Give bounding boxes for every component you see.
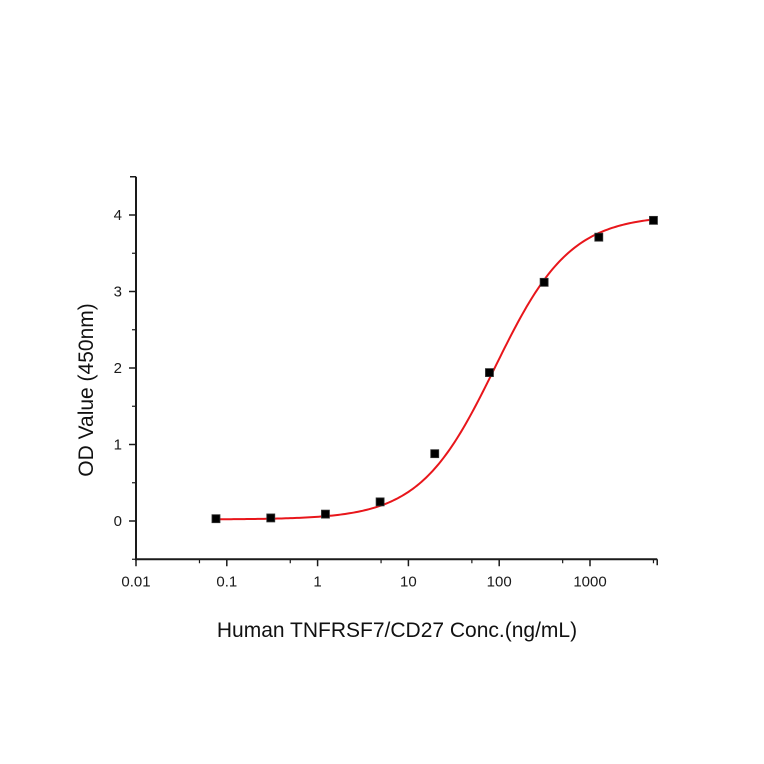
x-tick-label: 1 (313, 573, 321, 590)
x-tick-label: 0.01 (121, 573, 150, 590)
y-tick-label: 0 (114, 513, 122, 530)
y-axis: 0 1 2 3 4 (114, 176, 137, 561)
y-tick-label: 4 (114, 207, 122, 224)
x-axis-title: Human TNFRSF7/CD27 Conc.(ng/mL) (217, 619, 577, 642)
data-point-marker (539, 277, 549, 287)
y-tick-label: 1 (114, 437, 122, 454)
data-point-marker (485, 368, 494, 377)
y-tick-label: 3 (114, 284, 122, 301)
x-tick-label: 1000 (573, 573, 606, 590)
x-axis: 0.01 0.1 1 10 100 1000 (121, 558, 658, 590)
data-point-marker (594, 232, 604, 242)
y-tick-label: 2 (114, 360, 122, 377)
x-tick-label: 0.1 (216, 573, 237, 590)
data-point-marker (430, 449, 440, 459)
x-tick-label: 10 (400, 573, 417, 590)
data-point-marker (211, 514, 221, 524)
data-point-marker (266, 513, 276, 523)
fit-curve (215, 218, 654, 521)
plot-area (211, 215, 658, 524)
data-point-marker (375, 497, 385, 507)
fit-curve-line (215, 218, 654, 521)
data-points (211, 215, 658, 524)
data-point-marker (321, 509, 330, 519)
y-axis-title: OD Value (450nm) (75, 303, 98, 477)
x-tick-label: 100 (487, 573, 512, 590)
data-point-marker (649, 215, 658, 225)
